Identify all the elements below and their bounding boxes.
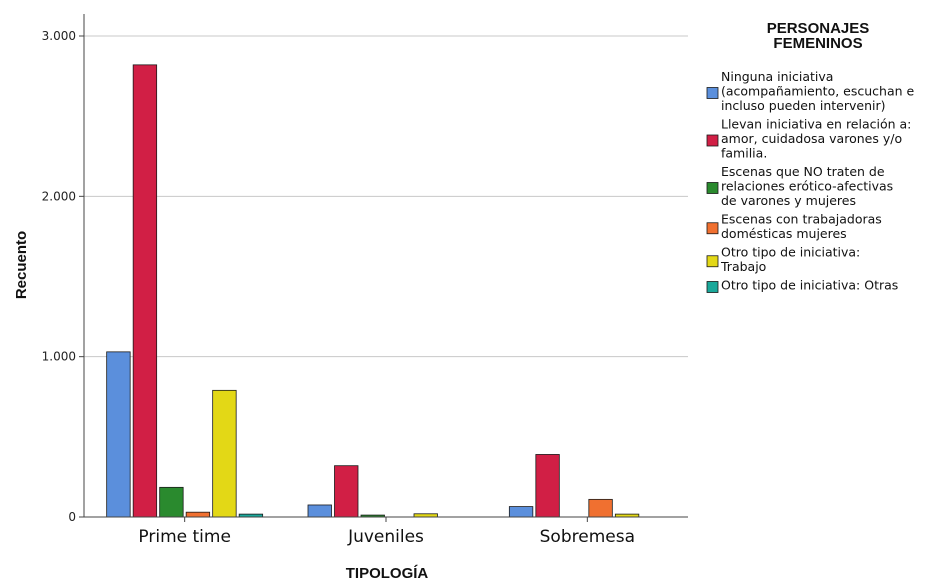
x-axis-title: TIPOLOGÍA xyxy=(346,565,429,582)
legend-title: FEMENINOS xyxy=(773,35,862,52)
legend-swatch xyxy=(706,255,719,268)
bar xyxy=(535,454,560,518)
x-category-label: Prime time xyxy=(138,527,231,547)
bar xyxy=(588,498,613,518)
legend-label: amor, cuidadosa varones y/o xyxy=(721,131,902,146)
legend-label: incluso pueden intervenir) xyxy=(721,98,886,113)
x-category-label: Juveniles xyxy=(347,527,424,547)
legend-swatch xyxy=(706,222,719,235)
bar xyxy=(185,511,211,518)
bar xyxy=(307,504,332,518)
legend-label: de varones y mujeres xyxy=(721,193,856,208)
bar xyxy=(159,486,184,518)
y-tick-label: 0 xyxy=(68,510,76,524)
bar xyxy=(334,465,359,518)
y-tick-label: 1.000 xyxy=(42,350,76,364)
x-axis-categories: Prime time Juveniles Sobremesa xyxy=(138,517,635,547)
legend-label: relaciones erótico-afectivas xyxy=(721,179,893,194)
legend-label: Escenas que NO traten de xyxy=(721,164,885,179)
legend-title: PERSONAJES xyxy=(767,20,870,37)
legend-label: (acompañamiento, escuchan e xyxy=(721,84,915,99)
bar xyxy=(212,389,237,518)
x-category-label: Sobremesa xyxy=(540,527,635,547)
legend-swatch xyxy=(706,134,719,147)
legend-swatch xyxy=(706,182,719,194)
y-tick-label: 2.000 xyxy=(42,189,76,203)
bars xyxy=(106,64,640,518)
bar xyxy=(106,351,131,518)
legend-swatch xyxy=(706,281,719,293)
y-axis-ticks: 0 1.000 2.000 3.000 xyxy=(42,29,84,524)
legend-label: Ninguna iniciativa xyxy=(721,69,833,84)
legend-label: Otro tipo de iniciativa: Otras xyxy=(721,278,898,293)
y-tick-label: 3.000 xyxy=(42,29,76,43)
legend-swatch xyxy=(706,87,719,99)
legend-label: Llevan iniciativa en relación a: xyxy=(721,117,911,132)
legend-label: Trabajo xyxy=(720,259,766,274)
legend-label: domésticas mujeres xyxy=(721,226,847,241)
legend-label: Escenas con trabajadoras xyxy=(721,212,882,227)
legend-label: familia. xyxy=(721,146,767,161)
legend-label: Otro tipo de iniciativa: xyxy=(721,245,860,260)
gridlines xyxy=(84,35,688,358)
bar xyxy=(508,506,534,518)
y-axis-title: Recuento xyxy=(13,231,30,299)
bar xyxy=(132,64,158,518)
